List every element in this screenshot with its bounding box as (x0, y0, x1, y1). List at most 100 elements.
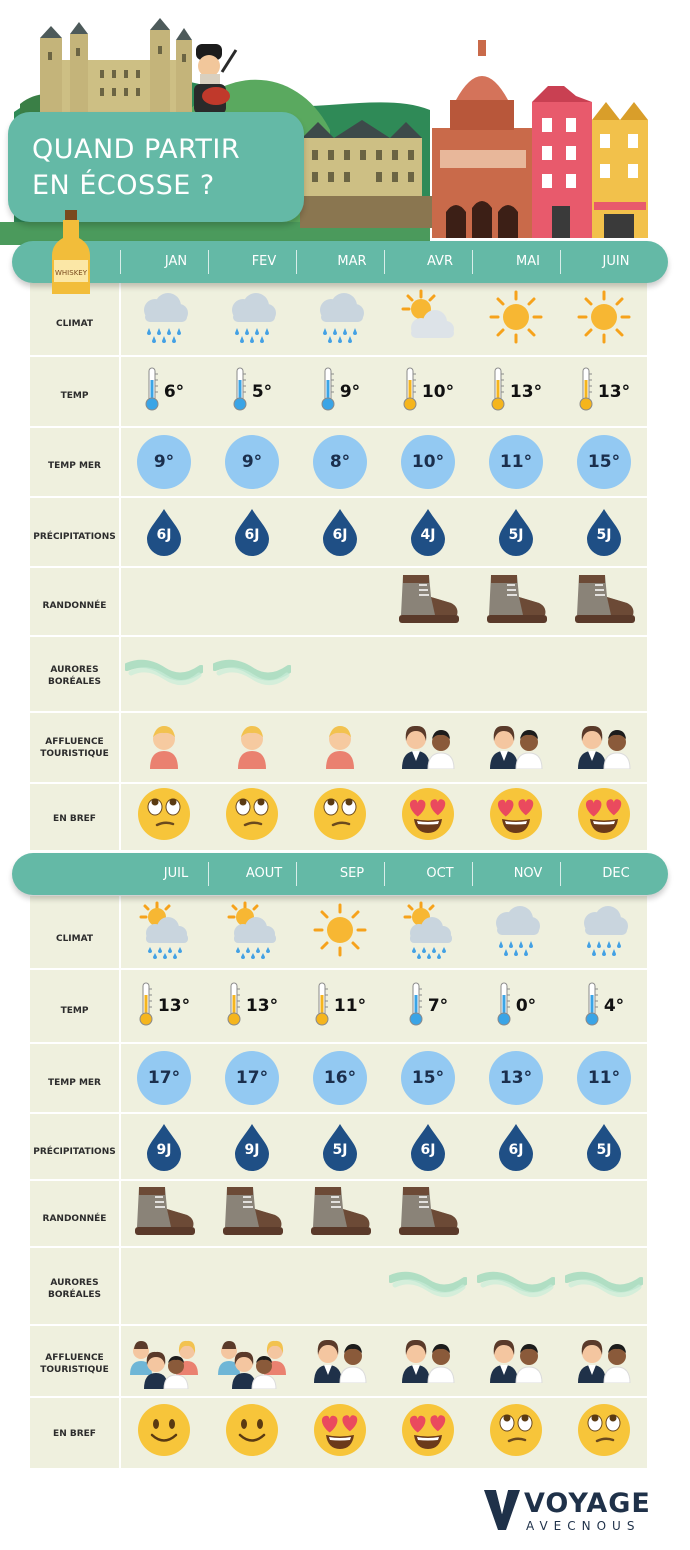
manor-icon (300, 120, 432, 228)
header-divider (208, 862, 209, 886)
temp-cell: 9° (296, 356, 384, 427)
aurora-icon (563, 1269, 645, 1304)
header-divider (208, 250, 209, 274)
verdict-cell (384, 783, 472, 850)
domed-building-icon (432, 40, 532, 238)
header-divider (384, 250, 385, 274)
row-label-affluence: AFFLUENCE TOURISTIQUE (30, 1352, 119, 1376)
row-divider (30, 1042, 647, 1044)
eye-roll-face-icon (137, 787, 191, 846)
sea-temp-badge: 17° (225, 1051, 279, 1105)
climat-cell (208, 283, 296, 356)
verdict-cell (560, 783, 648, 850)
row-label-temp: TEMP (60, 1006, 89, 1016)
crowd-icon (216, 1329, 288, 1394)
verdict-cell (296, 1397, 384, 1468)
months-header-2: JUIL AOUT SEP OCT NOV DEC (12, 853, 668, 895)
thermometer-icon (320, 366, 336, 417)
temperature-value: 10° (421, 381, 455, 402)
label-line: BORÉALES (48, 1290, 101, 1300)
sun-icon (311, 901, 369, 964)
eye-roll-face-icon (313, 787, 367, 846)
crowd-cell (120, 1325, 208, 1397)
temperature-value: 13° (245, 996, 279, 1016)
rain-days-value: 9J (156, 1141, 172, 1158)
temp-cell: 4° (560, 969, 648, 1043)
one-person-icon (140, 721, 188, 774)
whiskey-label: WHISKEY (55, 269, 88, 277)
rain-days-value: 5J (508, 527, 524, 543)
climat-cell (560, 896, 648, 969)
hiking-cell (296, 567, 384, 636)
crowd-cell (208, 712, 296, 783)
sea-temp-badge: 10° (401, 435, 455, 489)
temperature-value: 0° (515, 996, 537, 1016)
crowd-cell (208, 1325, 296, 1397)
rain-cloud-icon (223, 288, 281, 351)
two-people-icon (400, 1335, 456, 1388)
thermometer-icon (226, 981, 242, 1032)
verdict-cell (120, 1397, 208, 1468)
label-line: BORÉALES (48, 677, 101, 687)
boot-icon (571, 571, 637, 632)
row-label-affluence: AFFLUENCE TOURISTIQUE (30, 736, 119, 760)
temperature-value: 13° (509, 381, 543, 402)
heart-eyes-face-icon (489, 787, 543, 846)
crowd-cell (296, 712, 384, 783)
crowd-icon (128, 1329, 200, 1394)
thermometer-icon (314, 981, 330, 1032)
rain-drop-icon: 9J (232, 1123, 272, 1171)
month-label: NOV (513, 866, 543, 881)
aurora-icon (475, 1269, 557, 1304)
two-people-icon (488, 721, 544, 774)
precipitation-cell: 4J (384, 497, 472, 567)
month-label: AOUT (245, 866, 283, 881)
rain-days-value: 5J (596, 527, 612, 543)
aurora-icon (211, 657, 293, 692)
yellow-building-icon (592, 102, 648, 238)
crowd-cell (120, 712, 208, 783)
rain-drop-icon: 6J (320, 508, 360, 556)
precipitation-cell: 9J (120, 1113, 208, 1180)
crowd-cell (560, 1325, 648, 1397)
header-divider (472, 862, 473, 886)
row-label-en-bref: EN BREF (53, 1429, 96, 1439)
whiskey-bottle-icon: WHISKEY (52, 210, 90, 294)
thermometer-icon (232, 366, 248, 417)
label-line: AURORES (50, 1278, 99, 1288)
verdict-cell (296, 783, 384, 850)
sea-temp-badge: 16° (313, 1051, 367, 1105)
verdict-cell (472, 1397, 560, 1468)
temperature-value: 5° (251, 381, 273, 402)
aurora-cell (120, 1247, 208, 1325)
row-divider (30, 1324, 647, 1326)
rain-cloud-icon (487, 901, 545, 964)
temp-cell: 13° (472, 356, 560, 427)
hiking-cell (472, 567, 560, 636)
hiking-cell (208, 567, 296, 636)
rain-drop-icon: 5J (320, 1123, 360, 1171)
two-people-icon (400, 721, 456, 774)
temperature-value: 13° (157, 996, 191, 1016)
header-divider (384, 862, 385, 886)
sun-rain-cloud-icon (399, 901, 457, 964)
sea-temp-cell: 9° (120, 427, 208, 497)
verdict-cell (472, 783, 560, 850)
rain-drop-icon: 4J (408, 508, 448, 556)
sea-temp-cell: 11° (472, 427, 560, 497)
one-person-icon (228, 721, 276, 774)
verdict-cell (384, 1397, 472, 1468)
temperature-value: 7° (427, 996, 449, 1016)
rain-days-value: 9J (244, 1141, 260, 1158)
precipitation-cell: 6J (208, 497, 296, 567)
crowd-cell (384, 1325, 472, 1397)
castle-icon (40, 18, 192, 112)
eye-roll-face-icon (225, 787, 279, 846)
aurora-cell (384, 636, 472, 712)
precipitation-cell: 6J (120, 497, 208, 567)
sea-temp-badge: 15° (401, 1051, 455, 1105)
sun-rain-cloud-icon (223, 901, 281, 964)
bagpiper-icon (194, 44, 238, 114)
crowd-cell (472, 1325, 560, 1397)
precipitation-cell: 5J (472, 497, 560, 567)
